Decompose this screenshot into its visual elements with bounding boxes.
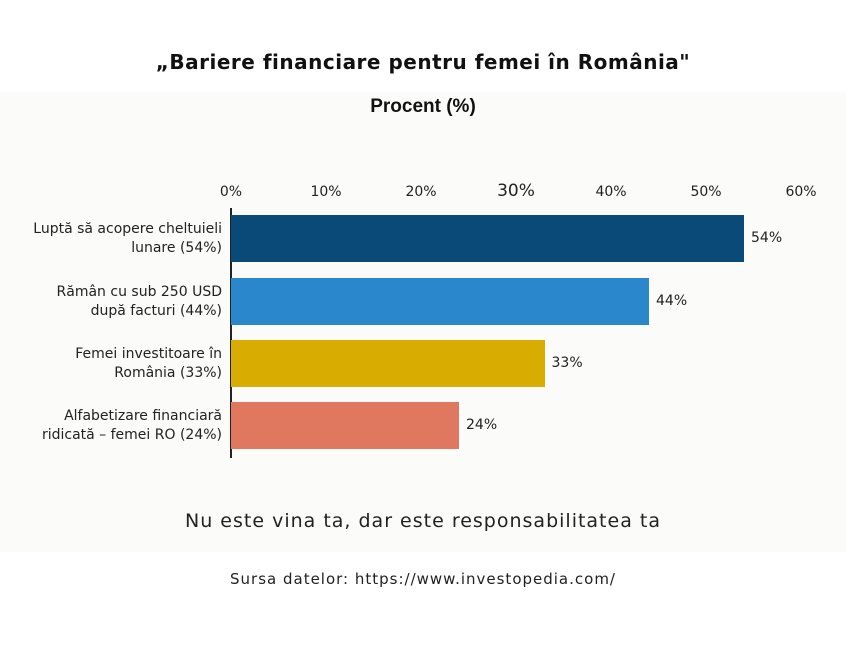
tagline: Nu este vina ta, dar este responsabilita… — [185, 510, 661, 532]
x-tick-label: 50% — [690, 184, 722, 200]
x-tick-label: 0% — [219, 184, 243, 200]
bar — [231, 340, 545, 387]
x-tick-label: 20% — [405, 184, 437, 200]
bar — [231, 215, 744, 262]
y-axis-line — [230, 208, 232, 458]
bar — [231, 402, 459, 449]
chart-title: „Bariere financiare pentru femei în Româ… — [155, 50, 691, 74]
bar-value-label: 24% — [466, 417, 498, 433]
bar-value-label: 33% — [551, 355, 583, 371]
bar — [231, 278, 649, 325]
x-tick-label: 30% — [497, 181, 535, 201]
category-label: Rămân cu sub 250 USD după facturi (44%) — [56, 284, 222, 319]
x-tick-label: 10% — [310, 184, 342, 200]
chart-subtitle: Procent (%) — [370, 96, 476, 117]
category-label: Femei investitoare în România (33%) — [75, 346, 222, 381]
x-tick-label: 60% — [785, 184, 817, 200]
category-label: Luptă să acopere cheltuieli lunare (54%) — [33, 221, 222, 256]
category-label: Alfabetizare financiară ridicată – femei … — [41, 408, 222, 443]
bar-value-label: 44% — [656, 293, 688, 309]
source-note: Sursa datelor: https://www.investopedia.… — [230, 570, 616, 588]
x-tick-label: 40% — [595, 184, 627, 200]
bar-value-label: 54% — [751, 230, 783, 246]
